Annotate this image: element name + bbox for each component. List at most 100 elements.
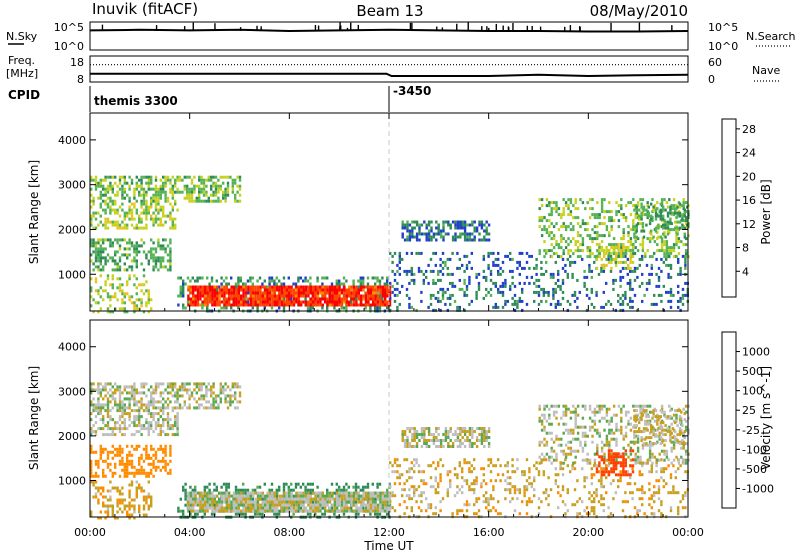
heatmap-cell [605, 210, 609, 214]
heatmap-cell [92, 202, 95, 206]
heatmap-cell [423, 442, 426, 445]
heatmap-cell [294, 482, 298, 486]
heatmap-cell [118, 238, 122, 242]
heatmap-cell [574, 240, 577, 244]
heatmap-cell [343, 300, 346, 304]
heatmap-cell [312, 503, 315, 507]
heatmap-cell [187, 303, 190, 307]
heatmap-cell [123, 421, 126, 425]
heatmap-cell [157, 223, 160, 227]
heatmap-cell [376, 297, 380, 301]
heatmap-cell [154, 202, 158, 206]
heatmap-cell [232, 503, 236, 507]
heatmap-cell [216, 500, 219, 504]
heatmap-cell [152, 187, 155, 191]
heatmap-cell [415, 220, 419, 224]
heatmap-cell [641, 222, 645, 226]
heatmap-cell [174, 391, 177, 395]
heatmap-cell [437, 229, 440, 233]
heatmap-cell [162, 465, 165, 469]
heatmap-cell [94, 211, 98, 215]
heatmap-cell [109, 489, 112, 493]
heatmap-cell [244, 285, 248, 289]
heatmap-cell [204, 294, 207, 298]
heatmap-cell [145, 471, 148, 475]
heatmap-cell [381, 494, 384, 498]
heatmap-cell [350, 509, 353, 513]
heatmap-cell [174, 385, 177, 389]
heatmap-cell [415, 442, 419, 445]
heatmap-cell [268, 288, 272, 292]
heatmap-cell [434, 251, 437, 255]
heatmap-cell [328, 491, 332, 495]
heatmap-cell [192, 494, 195, 498]
heatmap-cell [145, 427, 148, 431]
heatmap-cell [494, 257, 497, 261]
heatmap-cell [97, 238, 100, 242]
heatmap-cell [194, 285, 197, 289]
heatmap-cell [609, 269, 613, 273]
heatmap-cell [378, 279, 382, 283]
heatmap-cell [194, 494, 197, 498]
heatmap-cell [352, 282, 355, 286]
heatmap-cell [632, 252, 635, 256]
heatmap-cell [435, 439, 438, 442]
heatmap-cell [256, 509, 260, 513]
heatmap-cell [123, 253, 126, 257]
heatmap-cell [348, 291, 351, 295]
heatmap-cell [283, 300, 286, 304]
heatmap-cell [184, 306, 187, 310]
heatmap-cell [212, 190, 215, 194]
heatmap-cell [140, 471, 143, 475]
heatmap-cell [684, 252, 688, 256]
heatmap-cell [251, 497, 254, 501]
heatmap-cell [350, 300, 353, 304]
heatmap-cell [650, 266, 653, 270]
heatmap-cell [548, 219, 551, 223]
heatmap-cell [94, 495, 98, 499]
heatmap-cell [418, 226, 421, 230]
heatmap-cell [231, 190, 234, 194]
heatmap-cell [225, 491, 228, 495]
heatmap-cell [235, 506, 238, 510]
heatmap-cell [264, 500, 267, 504]
heatmap-cell [147, 400, 150, 404]
heatmap-cell [207, 199, 210, 203]
heatmap-cell [222, 385, 225, 389]
heatmap-cell [207, 400, 210, 404]
heatmap-cell [164, 250, 167, 254]
heatmap-cell [312, 303, 315, 307]
heatmap-cell [111, 450, 114, 454]
heatmap-cell [629, 248, 632, 252]
heatmap-cell [264, 297, 267, 301]
heatmap-cell [152, 406, 155, 410]
heatmap-cell [177, 506, 180, 510]
heatmap-cell [642, 205, 646, 209]
heatmap-cell [276, 288, 279, 292]
heatmap-cell [342, 282, 346, 286]
heatmap-cell [157, 382, 160, 386]
heatmap-cell [624, 296, 627, 300]
heatmap-cell [292, 506, 296, 510]
heatmap-cell [309, 291, 312, 295]
heatmap-cell [362, 485, 365, 489]
heatmap-cell [297, 300, 300, 304]
heatmap-cell [133, 193, 136, 197]
heatmap-cell [162, 418, 165, 422]
heatmap-cell [423, 232, 426, 236]
heatmap-cell [552, 296, 555, 300]
heatmap-cell [162, 391, 165, 395]
heatmap-cell [376, 294, 380, 298]
heatmap-cell [617, 299, 620, 303]
heatmap-cell [244, 282, 247, 286]
heatmap-cell [99, 178, 102, 182]
heatmap-cell [425, 232, 428, 236]
heatmap-cell [249, 506, 252, 510]
heatmap-cell [142, 459, 146, 463]
heatmap-cell [273, 497, 276, 501]
heatmap-cell [449, 439, 452, 442]
heatmap-cell [198, 403, 201, 407]
heatmap-cell [550, 222, 553, 226]
heatmap-cell [396, 281, 399, 285]
heatmap-cell [629, 305, 632, 309]
